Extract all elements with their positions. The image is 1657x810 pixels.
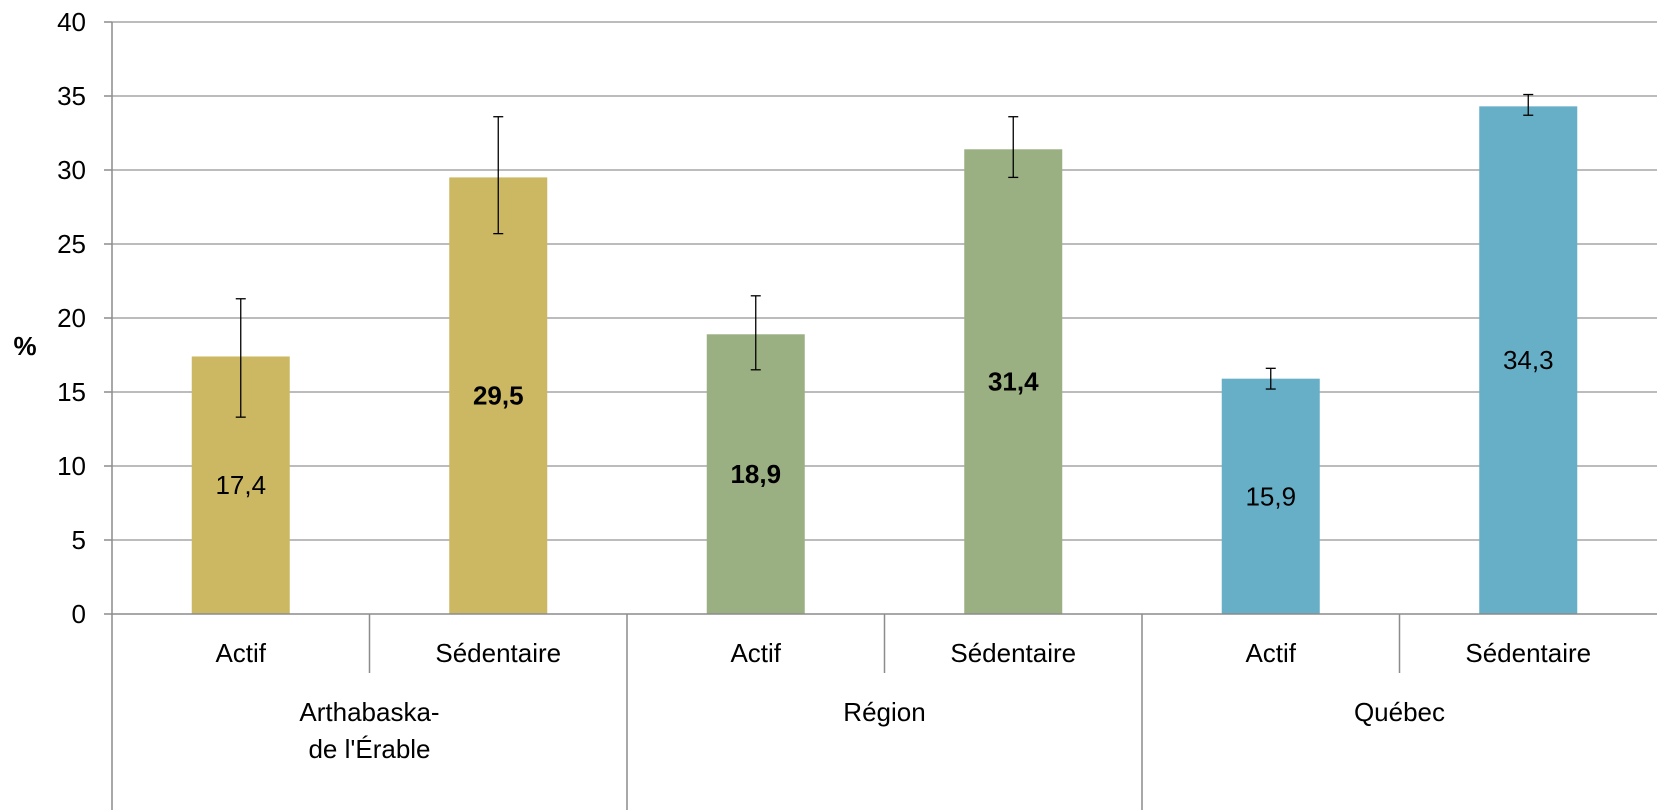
bar [1479,106,1578,615]
error-bars [235,93,1534,418]
bars [191,106,1578,615]
x-tick-label: Actif [1245,638,1296,668]
group-label: Région [843,697,925,727]
data-label: 29,5 [473,381,524,411]
axes: 0 5 10 15 20 25 30 35 40 Actif Sédentaire Arthabask… [57,7,1657,810]
data-labels: 17,4 29,5 18,9 31,4 15,9 34,3 [215,345,1553,511]
bar [449,177,548,614]
x-tick-label: Actif [730,638,781,668]
x-tick-label: Actif [215,638,266,668]
data-label: 15,9 [1245,481,1296,511]
y-tick-label: 30 [57,155,86,185]
data-label: 34,3 [1503,345,1554,375]
data-label: 17,4 [215,470,266,500]
y-tick-label: 5 [72,525,86,555]
y-tick-label: 20 [57,303,86,333]
y-tick-label: 25 [57,229,86,259]
x-tick-label: Sédentaire [950,638,1076,668]
y-tick-label: 40 [57,7,86,37]
data-label: 31,4 [988,367,1039,397]
y-tick-label: 35 [57,81,86,111]
y-tick-label: 0 [72,599,86,629]
group-label: Québec [1354,697,1445,727]
group-label: de l'Érable [308,734,430,764]
bar [1221,378,1320,614]
bar [964,149,1063,614]
bar [706,334,805,614]
y-tick-label: 15 [57,377,86,407]
y-tick-label: 10 [57,451,86,481]
x-tick-label: Sédentaire [435,638,561,668]
group-label: Arthabaska- [299,697,439,727]
data-label: 18,9 [730,459,781,489]
x-tick-label: Sédentaire [1465,638,1591,668]
gridlines [112,21,1657,541]
y-axis-title: % [13,331,36,361]
